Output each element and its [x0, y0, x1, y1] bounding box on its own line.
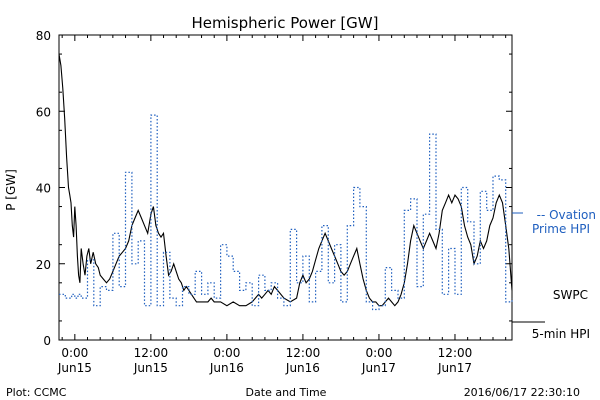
- y-tick-label: 40: [36, 182, 51, 196]
- series-layer: [58, 54, 513, 311]
- y-axis-label: P [GW]: [4, 169, 18, 211]
- x-tick-label-date: Jun16: [285, 361, 320, 375]
- x-axis: 0:00Jun1512:00Jun150:00Jun1612:00Jun160:…: [57, 35, 507, 375]
- swpc-series-line: [58, 54, 513, 307]
- x-axis-label: Date and Time: [246, 386, 327, 399]
- legend: -- Ovation Prime HPI SWPC 5-min HPI: [512, 208, 596, 341]
- footer-timestamp: 2016/06/17 22:30:10: [464, 386, 580, 399]
- y-tick-label: 60: [36, 105, 51, 119]
- legend-swpc-line1: SWPC: [553, 288, 588, 302]
- footer-credit: Plot: CCMC: [6, 386, 67, 399]
- y-tick-label: 0: [43, 334, 51, 348]
- x-tick-label-date: Jun17: [361, 361, 396, 375]
- x-tick-label-time: 12:00: [286, 346, 321, 360]
- x-tick-label-time: 12:00: [438, 346, 473, 360]
- x-tick-label-time: 0:00: [213, 346, 240, 360]
- legend-ovation-line2: Prime HPI: [532, 222, 590, 236]
- x-tick-label-time: 0:00: [365, 346, 392, 360]
- chart-title: Hemispheric Power [GW]: [192, 14, 379, 32]
- legend-swpc-line2: 5-min HPI: [532, 327, 590, 341]
- legend-ovation-line1: -- Ovation: [537, 208, 596, 222]
- x-tick-label-time: 0:00: [61, 346, 88, 360]
- x-tick-label-time: 12:00: [134, 346, 169, 360]
- x-tick-label-date: Jun15: [57, 361, 92, 375]
- x-tick-label-date: Jun16: [209, 361, 244, 375]
- y-tick-label: 20: [36, 258, 51, 272]
- x-tick-label-date: Jun17: [437, 361, 472, 375]
- y-tick-label: 80: [36, 29, 51, 43]
- y-axis: 0 20 40 60 80: [36, 29, 512, 348]
- ovation-series-line: [59, 114, 513, 311]
- x-tick-label-date: Jun15: [133, 361, 168, 375]
